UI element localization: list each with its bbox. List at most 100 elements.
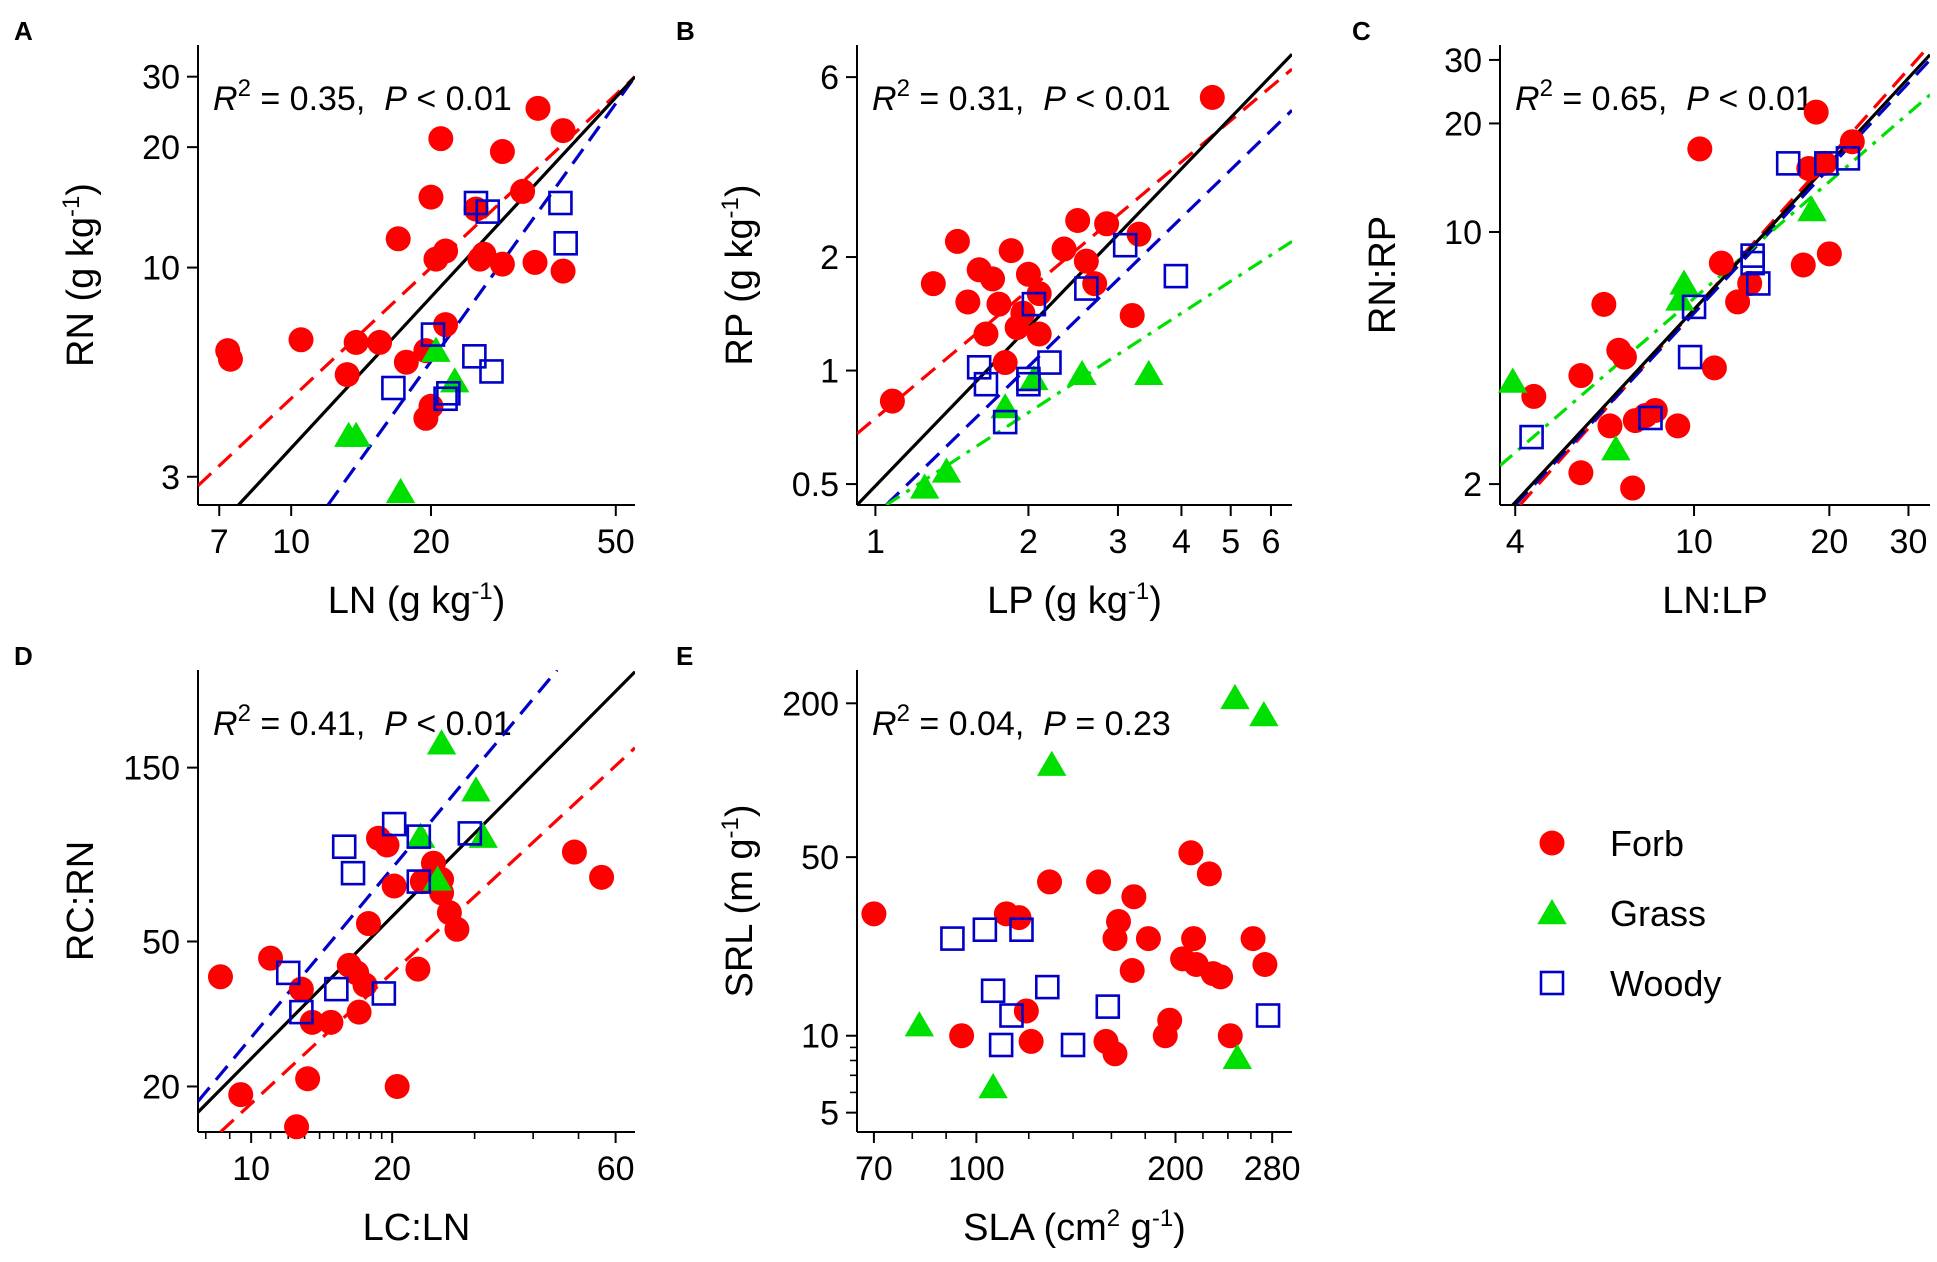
point-forb (949, 1023, 975, 1049)
point-woody (972, 917, 998, 943)
x-tick-label-B: 6 (1261, 523, 1280, 561)
point-forb (973, 321, 999, 347)
stat-r2-label: R (213, 705, 238, 743)
point-forb (1051, 236, 1077, 262)
point-forb (207, 964, 233, 990)
y-axis-label-B-part: -1 (717, 197, 744, 218)
legend-marker-forb (1539, 830, 1565, 856)
point-woody (381, 811, 407, 837)
point-forb (980, 266, 1006, 292)
panel-letter-D: D (14, 641, 33, 671)
point-forb (384, 1073, 410, 1099)
point-woody (980, 978, 1006, 1004)
point-forb (1597, 413, 1623, 439)
panel-D: D 10 20 60 20 50 150 LC:LN RC:RN R2 = 0.41, P < 0… (14, 641, 635, 1249)
y-tick-label-D: 150 (123, 750, 180, 788)
point-grass (1249, 700, 1279, 727)
y-axis-label-C: RN:RP (1362, 216, 1404, 334)
point-forb (295, 1066, 321, 1092)
series-woody-B (966, 232, 1189, 435)
stat-annotation-B: R2 = 0.31, P < 0.01 (872, 75, 1171, 118)
point-woody (1074, 276, 1099, 301)
point-forb (561, 839, 587, 865)
x-axis-label-E-part: -1 (1152, 1205, 1173, 1232)
y-axis-label-D-part: RC:RN (60, 841, 102, 961)
x-tick-label-B: 3 (1108, 523, 1127, 561)
point-forb (288, 976, 314, 1002)
fit-line-all-A (237, 75, 635, 505)
point-forb (1181, 926, 1207, 952)
point-forb (418, 184, 444, 210)
point-forb (1790, 252, 1816, 278)
point-woody (1021, 291, 1047, 317)
y-tick-label-D: 50 (142, 923, 180, 961)
stat-r2-label: R (213, 80, 238, 118)
x-tick-label-E: 200 (1147, 1150, 1204, 1188)
point-grass (904, 1011, 935, 1037)
point-woody (1034, 974, 1060, 1000)
point-forb (1737, 270, 1763, 296)
legend-label-woody: Woody (1610, 963, 1721, 1004)
point-grass (440, 367, 470, 393)
point-forb (1157, 1007, 1183, 1033)
y-tick-label-D: 20 (142, 1068, 180, 1106)
point-forb (405, 956, 431, 982)
x-axis-label-E: SLA (cm2 g-1) (963, 1205, 1186, 1249)
fit-line-woody-C (1514, 58, 1930, 505)
point-grass (931, 457, 962, 483)
fit-line-grass-C (1500, 93, 1930, 467)
fit-line-all-C (1511, 53, 1930, 505)
y-axis-label-A-part: RN (g kg (60, 217, 102, 367)
point-woody (940, 926, 965, 951)
point-grass (405, 822, 436, 848)
y-tick-label-A: 20 (142, 129, 180, 167)
point-forb (1620, 475, 1646, 501)
point-forb (1217, 1023, 1243, 1049)
point-forb (1568, 460, 1594, 486)
x-tick-label-B: 4 (1172, 523, 1191, 561)
x-tick-label-C: 10 (1675, 523, 1713, 561)
point-forb (1199, 84, 1225, 110)
point-forb (471, 241, 497, 267)
stat-p-label: P (384, 705, 407, 743)
y-axis-label-A-part: ) (60, 183, 102, 196)
stat-p-value: < 0.01 (1709, 80, 1814, 118)
stat-r2-label: R (1515, 80, 1540, 118)
point-forb (385, 226, 411, 252)
x-axis-label-A-part: ) (493, 580, 506, 622)
point-forb (879, 388, 905, 414)
y-axis-label-B-part: RP (g kg (719, 218, 761, 365)
point-forb (1065, 207, 1091, 233)
stat-r2-sup: 2 (897, 700, 910, 727)
point-forb (1073, 248, 1099, 274)
stat-r2-value: = 0.04, (910, 705, 1043, 743)
series-grass-C (1498, 196, 1827, 461)
point-forb (258, 945, 284, 971)
legend-label-forb: Forb (1610, 823, 1684, 864)
point-woody (1060, 1032, 1086, 1058)
point-forb (1135, 926, 1161, 952)
x-axis-label-B: LP (g kg-1) (987, 578, 1162, 622)
fit-line-forb-D (219, 746, 635, 1132)
point-forb (920, 271, 946, 297)
point-grass (341, 421, 371, 447)
x-tick-label-C: 20 (1810, 523, 1848, 561)
point-forb (343, 329, 369, 355)
legend-marker-grass (1537, 899, 1567, 925)
point-woody (1638, 405, 1663, 431)
point-woody (548, 190, 573, 216)
x-tick-label-A: 50 (597, 523, 635, 561)
point-forb (318, 1009, 344, 1035)
x-tick-label-A: 10 (272, 523, 310, 561)
point-forb (374, 832, 400, 858)
x-axis-label-E-part: g (1120, 1207, 1152, 1249)
x-tick-label-A: 7 (210, 523, 229, 561)
point-forb (284, 1114, 310, 1140)
point-forb (1611, 344, 1637, 370)
x-tick-label-B: 2 (1019, 523, 1038, 561)
point-forb (1086, 869, 1112, 895)
point-forb (1102, 1041, 1128, 1067)
point-grass (1067, 359, 1097, 386)
